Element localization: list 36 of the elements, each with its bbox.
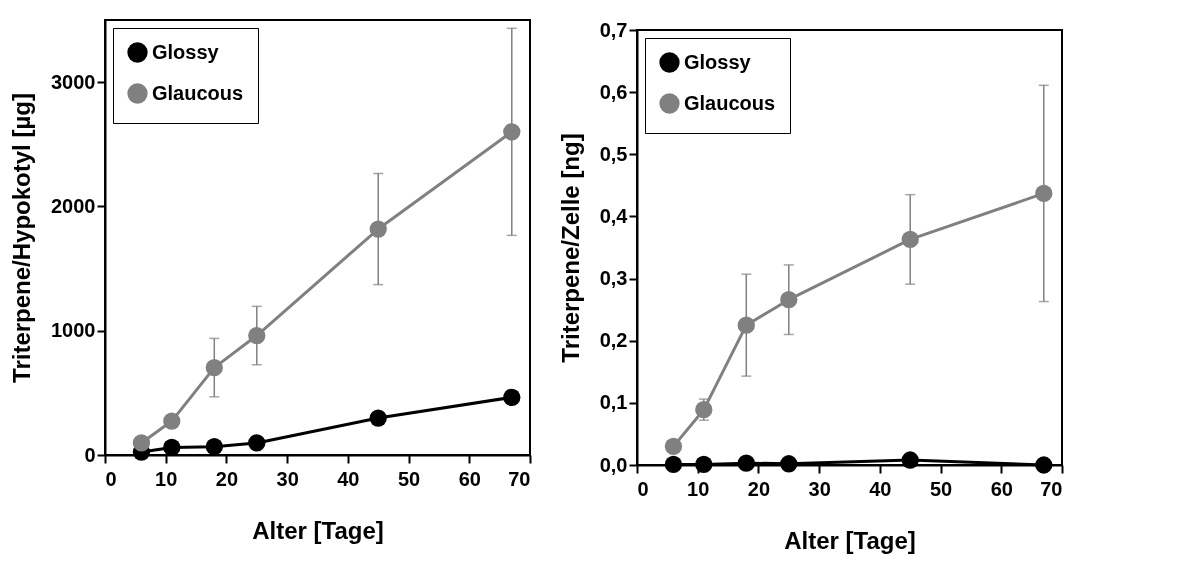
y-axis-title: Triterpene/Zelle [ng] xyxy=(556,133,584,363)
y-tick-label: 1000 xyxy=(51,319,96,342)
y-tick-label: 0,5 xyxy=(599,142,628,165)
legend-label: Glaucous xyxy=(684,91,776,114)
legend-label: Glaucous xyxy=(152,81,244,104)
y-tick-label: 0,1 xyxy=(599,391,628,414)
y-tick-label: 0,7 xyxy=(599,18,628,41)
x-tick-label: 30 xyxy=(808,477,831,500)
x-tick-label: 0 xyxy=(637,477,649,500)
y-tick-label: 0 xyxy=(84,443,96,466)
legend-label: Glossy xyxy=(684,50,752,73)
x-axis-title: Alter [Tage] xyxy=(784,526,916,554)
x-tick-label: 20 xyxy=(747,477,771,500)
y-tick-label: 2000 xyxy=(51,194,96,217)
legend-label: Glossy xyxy=(152,40,220,63)
x-tick-label: 30 xyxy=(276,467,299,490)
y-tick-label: 3000 xyxy=(51,70,96,93)
x-tick-label: 10 xyxy=(155,467,178,490)
x-tick-label: 60 xyxy=(458,467,481,490)
x-tick-label: 70 xyxy=(508,467,531,490)
y-tick-label: 0,6 xyxy=(599,80,628,103)
y-tick-label: 0,3 xyxy=(599,267,628,290)
x-axis-title: Alter [Tage] xyxy=(252,516,384,544)
x-tick-label: 40 xyxy=(337,467,360,490)
x-tick-label: 0 xyxy=(105,467,117,490)
x-tick-label: 20 xyxy=(215,467,239,490)
y-axis-title: Triterpene/Hypokotyl [µg] xyxy=(8,93,36,383)
x-tick-label: 50 xyxy=(397,467,421,490)
x-tick-label: 70 xyxy=(1040,477,1063,500)
x-tick-label: 60 xyxy=(990,477,1013,500)
y-tick-label: 0,2 xyxy=(599,329,628,352)
y-tick-label: 0,4 xyxy=(599,204,629,227)
x-tick-label: 10 xyxy=(687,477,710,500)
x-tick-label: 40 xyxy=(869,477,892,500)
x-tick-label: 50 xyxy=(929,477,953,500)
y-tick-label: 0,0 xyxy=(599,453,628,476)
